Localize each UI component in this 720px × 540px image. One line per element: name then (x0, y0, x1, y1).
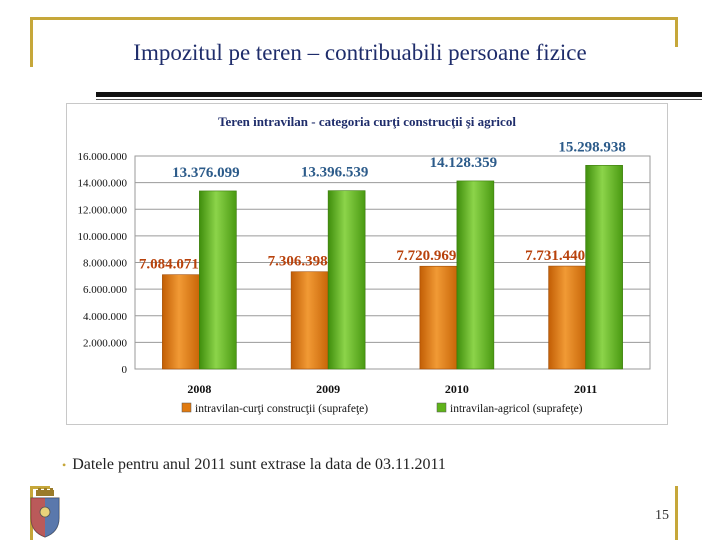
chart-title: Teren intravilan - categoria curţi const… (218, 114, 516, 129)
frame-right-border (675, 17, 678, 47)
data-label: 7.720.969 (396, 248, 456, 264)
bullet-icon: • (62, 458, 67, 472)
legend-swatch (436, 402, 447, 413)
city-crest-icon (30, 488, 60, 538)
y-tick-label: 2.000.000 (83, 337, 128, 349)
bar-curti-constructii-2011 (548, 265, 586, 370)
y-tick-label: 10.000.000 (78, 231, 128, 243)
footer-corner (30, 486, 50, 489)
y-tick-label: 4.000.000 (83, 311, 128, 323)
y-tick-label: 14.000.000 (78, 178, 128, 190)
data-label: 15.298.938 (558, 139, 626, 155)
bar-curti-constructii-2009 (290, 271, 329, 370)
x-tick-label: 2011 (574, 382, 597, 396)
y-tick-label: 12.000.000 (78, 204, 128, 216)
y-tick-label: 6.000.000 (83, 284, 128, 296)
data-label: 7.306.398 (268, 254, 328, 270)
x-tick-label: 2008 (187, 382, 211, 396)
page-number: 15 (655, 508, 669, 523)
data-label: 14.128.359 (430, 155, 498, 171)
legend-label: intravilan-curţi construcţii (suprafeţe) (195, 403, 368, 415)
bar-curti-constructii-2008 (162, 274, 200, 370)
data-label: 7.084.071 (139, 257, 199, 273)
frame-left-border (30, 17, 33, 67)
title-divider (96, 92, 702, 97)
bar-chart: Teren intravilan - categoria curţi const… (78, 114, 651, 415)
data-label: 13.376.099 (172, 165, 240, 181)
data-label: 13.396.539 (301, 165, 369, 181)
bar-agricol-2009 (327, 190, 366, 370)
bar-curti-constructii-2010 (419, 265, 458, 370)
legend-label: intravilan-agricol (suprafeţe) (450, 403, 583, 415)
legend-swatch (181, 402, 192, 413)
y-tick-label: 8.000.000 (83, 258, 128, 270)
frame-top-border (30, 17, 678, 20)
bar-agricol-2011 (585, 165, 623, 370)
chart-container: Teren intravilan - categoria curţi const… (66, 103, 668, 425)
footer-right-border (675, 486, 678, 540)
data-label: 7.731.440 (525, 248, 585, 264)
bar-agricol-2008 (199, 190, 237, 370)
footnote-text: Datele pentru anul 2011 sunt extrase la … (72, 456, 446, 473)
x-tick-label: 2010 (445, 382, 469, 396)
y-tick-label: 0 (122, 364, 128, 376)
footnote: • Datele pentru anul 2011 sunt extrase la… (62, 456, 446, 474)
bar-agricol-2010 (456, 180, 495, 370)
slide-title: Impozitul pe teren – contribuabili perso… (133, 40, 587, 65)
x-tick-label: 2009 (316, 382, 340, 396)
title-divider-thin (96, 99, 702, 100)
y-tick-label: 16.000.000 (78, 151, 128, 163)
